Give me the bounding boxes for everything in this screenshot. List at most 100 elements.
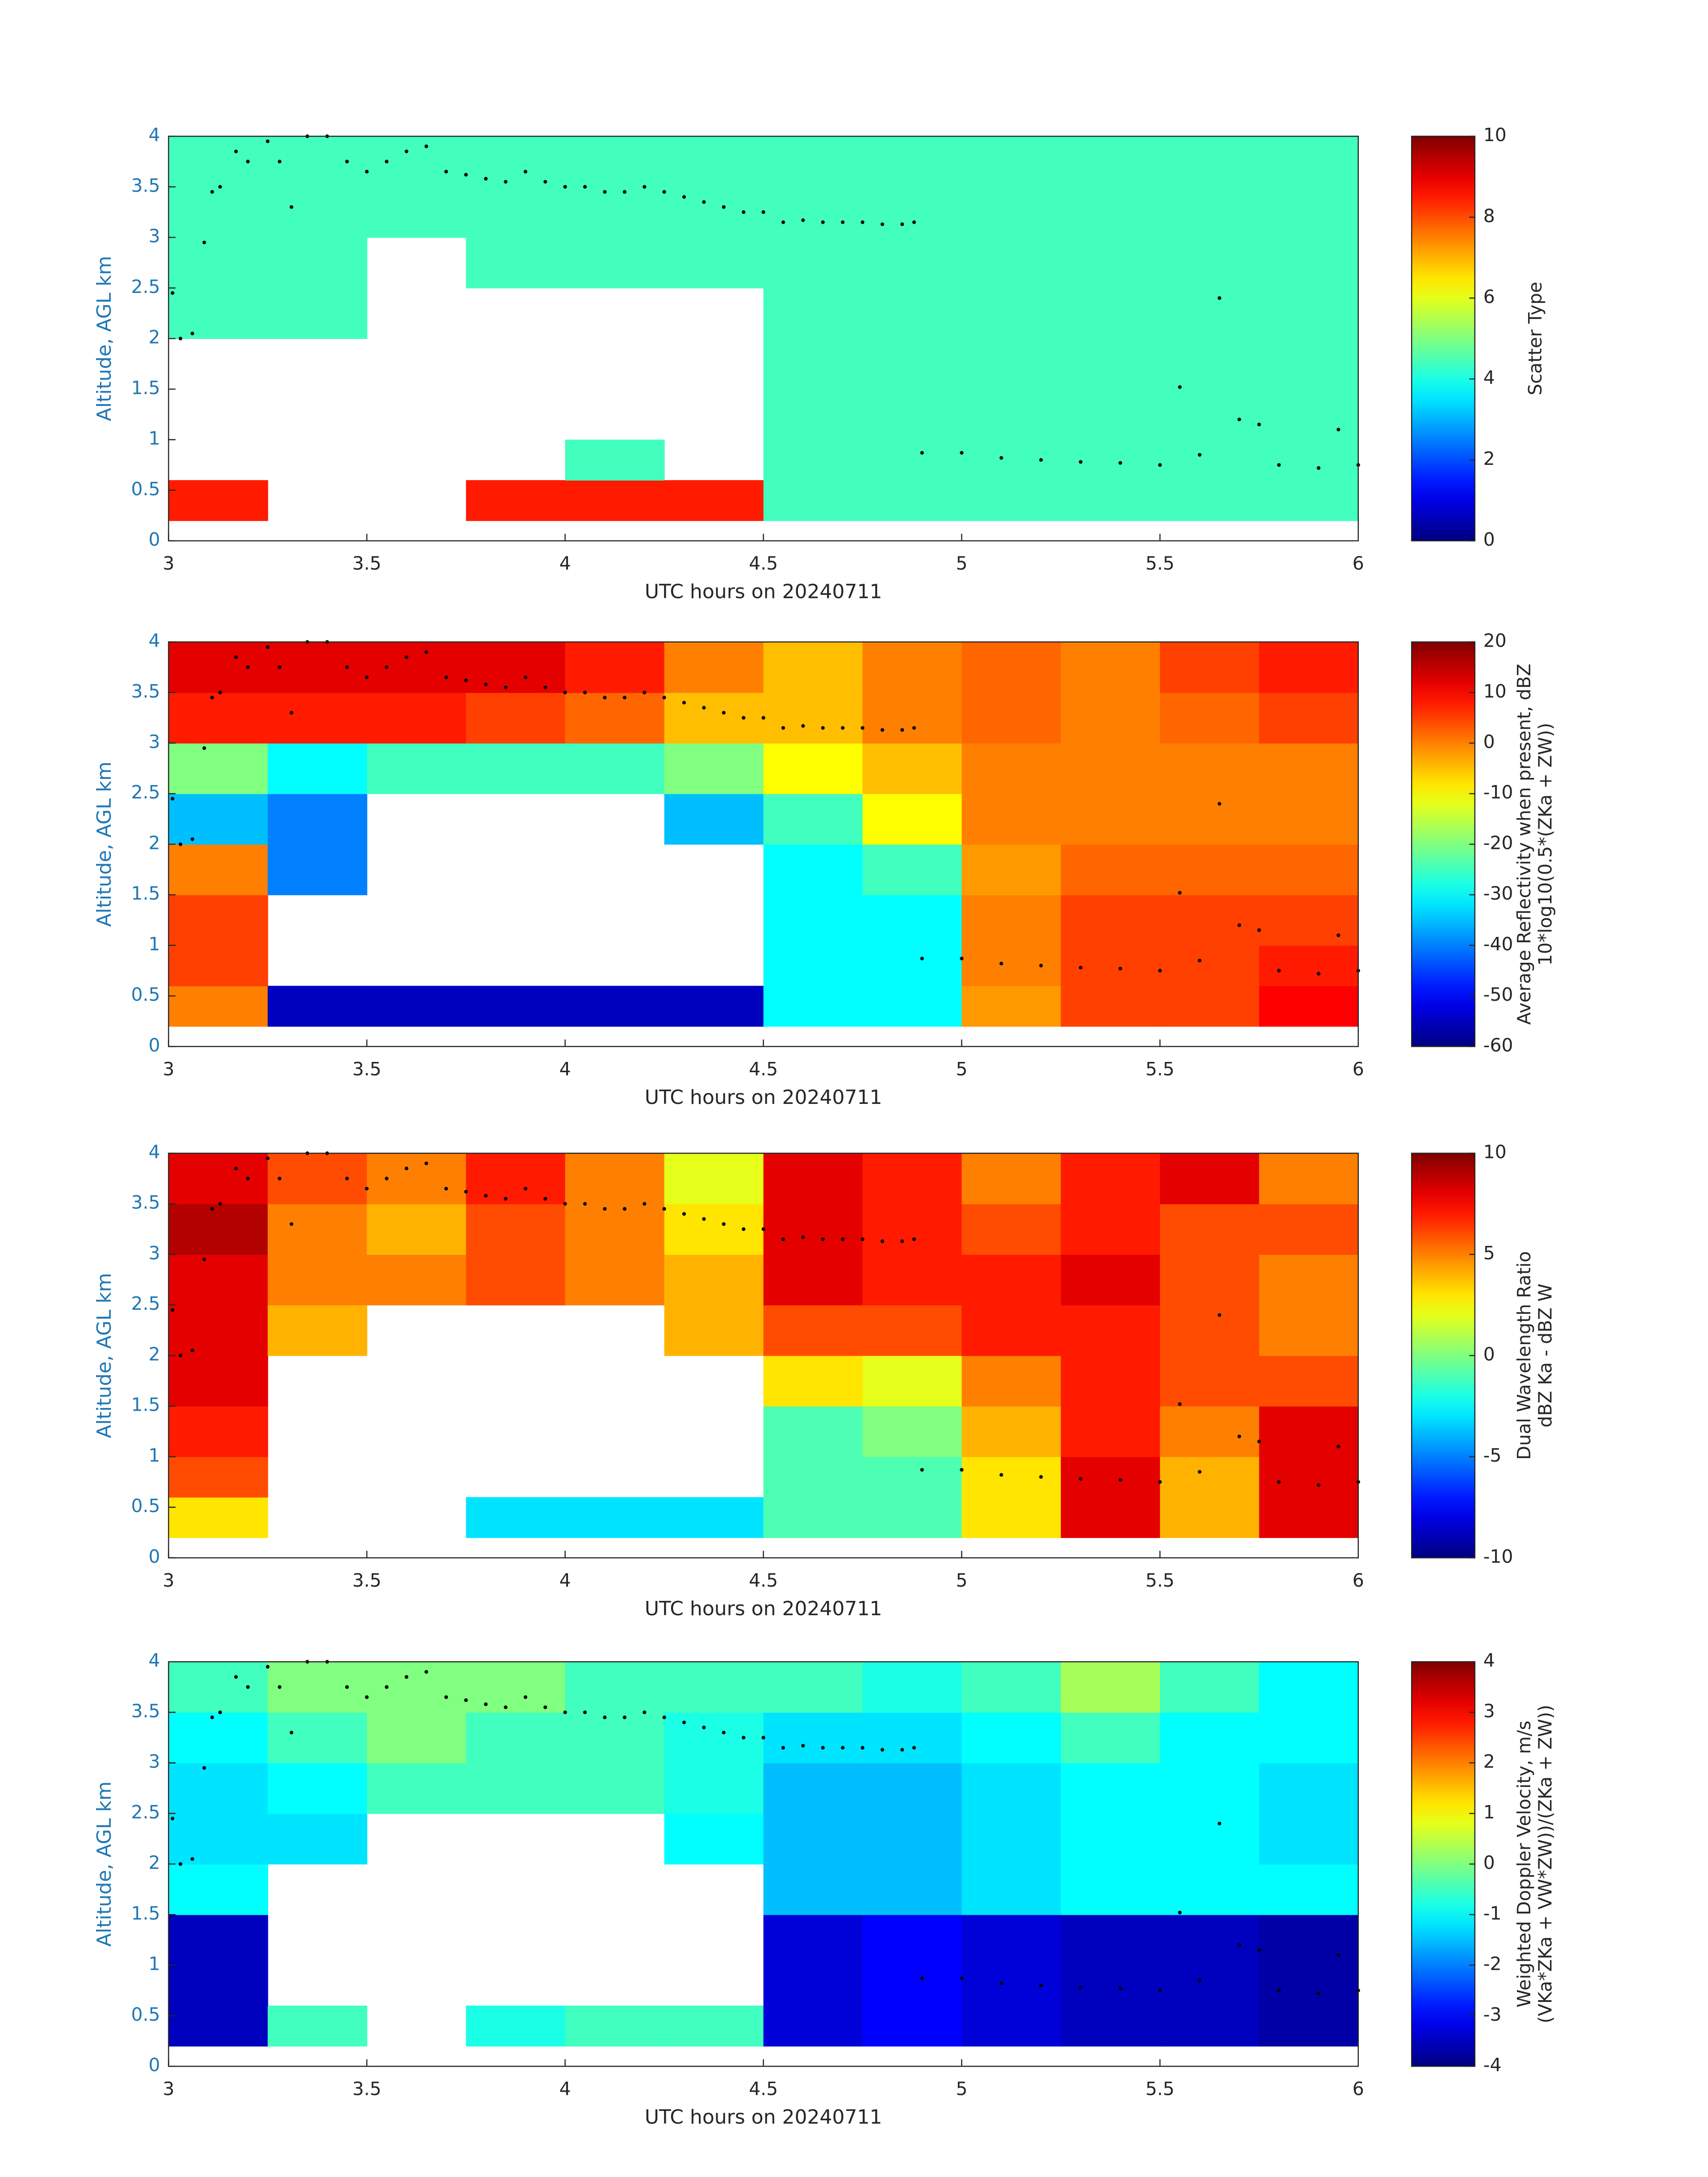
cloud-point [603,696,607,700]
heatmap-cell [862,1712,962,1763]
heatmap-cell [1259,692,1359,744]
heatmap-cell [168,1497,268,1538]
heatmap-cell [1061,894,1161,946]
cloud-point [702,1726,706,1730]
cloud-point [523,675,527,679]
cloud-point [210,696,214,700]
heatmap-cell [763,2006,863,2047]
heatmap-cell [862,338,962,390]
colorbar-tick-label: 10 [1483,681,1507,702]
cloud-point [246,159,250,163]
cloud-point [781,220,785,224]
heatmap-cell [466,986,566,1027]
cloud-point [1178,385,1182,389]
heatmap-cell [267,692,367,744]
heatmap-cell [1259,1813,1359,1865]
colorbar-tick-label: -50 [1483,984,1513,1005]
heatmap-cell [267,1763,367,1814]
cloud-point [289,710,293,715]
y-tick-label: 3.5 [131,1700,160,1722]
cloud-point [246,665,250,669]
heatmap-cell [763,1914,863,1966]
cloud-point [1257,1439,1261,1444]
colorbar-tick-label: 5 [1483,1242,1495,1264]
heatmap-cell [763,237,863,288]
heatmap-cell [1259,1305,1359,1356]
y-tick-label: 3 [149,226,160,247]
cloud-point [999,1473,1003,1477]
cloud-point [234,1675,238,1679]
x-axis-label: UTC hours on 20240711 [645,580,882,603]
heatmap-cell [862,187,962,238]
cloud-point [345,1685,349,1689]
cloud-point [1277,1480,1281,1484]
heatmap-cell [168,237,268,288]
heatmap-cell [1061,480,1161,521]
heatmap-cell [763,480,863,521]
cloud-point [179,842,183,846]
cloud-point [801,1235,805,1239]
cloud-point [464,678,468,682]
x-tick-label: 4 [560,1570,571,1591]
heatmap-cell [267,136,367,188]
x-tick-label: 5.5 [1145,1570,1174,1591]
colorbar-label: Dual Wavelength Ratio [1513,1251,1535,1460]
heatmap-cell [862,1153,962,1204]
heatmap-cell [1061,389,1161,440]
x-tick-label: 5.5 [1145,553,1174,574]
heatmap-cell [466,480,566,521]
heatmap-cell [763,1965,863,2006]
cloud-point [622,696,626,700]
cloud-point [543,180,547,184]
y-tick-label: 4 [149,630,160,652]
cloud-point [841,1237,845,1241]
cloud-point [1158,1989,1162,1993]
x-tick-label: 3.5 [352,1058,381,1080]
cloud-point [190,837,194,841]
cloud-point [622,190,626,194]
colorbar-label: Average Reflectivity when present, dBZ [1513,664,1535,1025]
x-tick-label: 4 [560,1058,571,1080]
heatmap-cell [1259,1914,1359,1966]
heatmap-cell [1061,1355,1161,1407]
heatmap-cell [961,794,1061,845]
colorbar-tick-label: -1 [1483,1902,1502,1924]
cloud-point [444,1187,448,1191]
heatmap-cell [168,1406,268,1457]
cloud-point [682,701,686,705]
heatmap-cell [862,692,962,744]
colorbar-tick-label: 20 [1483,630,1507,652]
colorbar-tick-label: -10 [1483,781,1513,803]
heatmap-cell [1061,1662,1161,1713]
cloud-point [218,1710,222,1714]
cloud-point [1198,1470,1202,1474]
heatmap-cell [1259,1254,1359,1306]
cloud-point [1118,461,1122,465]
heatmap-cell [267,642,367,693]
cloud-point [880,1239,885,1243]
cloud-point [210,1715,214,1719]
colorbar-tick-label: -4 [1483,2054,1502,2076]
colorbar-tick-label: 10 [1483,124,1507,146]
cloud-point [1336,1953,1341,1957]
heatmap-cell [961,1456,1061,1498]
heatmap-cell [1061,1305,1161,1356]
x-tick-label: 4 [560,2078,571,2100]
cloud-point [702,706,706,710]
cloud-point [801,724,805,728]
heatmap-cell [961,1712,1061,1763]
heatmap-cell [466,1662,566,1713]
y-tick-label: 1 [149,1953,160,1975]
heatmap-cell [267,1305,367,1356]
heatmap-cell [763,136,863,188]
heatmap-cell [367,692,467,744]
y-tick-label: 4 [149,1650,160,1671]
heatmap-cell [961,945,1061,986]
heatmap-cell [961,1813,1061,1865]
heatmap-cell [1160,945,1260,986]
heatmap-cell [168,1712,268,1763]
heatmap-cell [565,136,665,188]
colorbar-tick-label: 1 [1483,1801,1495,1823]
x-tick-label: 4.5 [749,553,778,574]
